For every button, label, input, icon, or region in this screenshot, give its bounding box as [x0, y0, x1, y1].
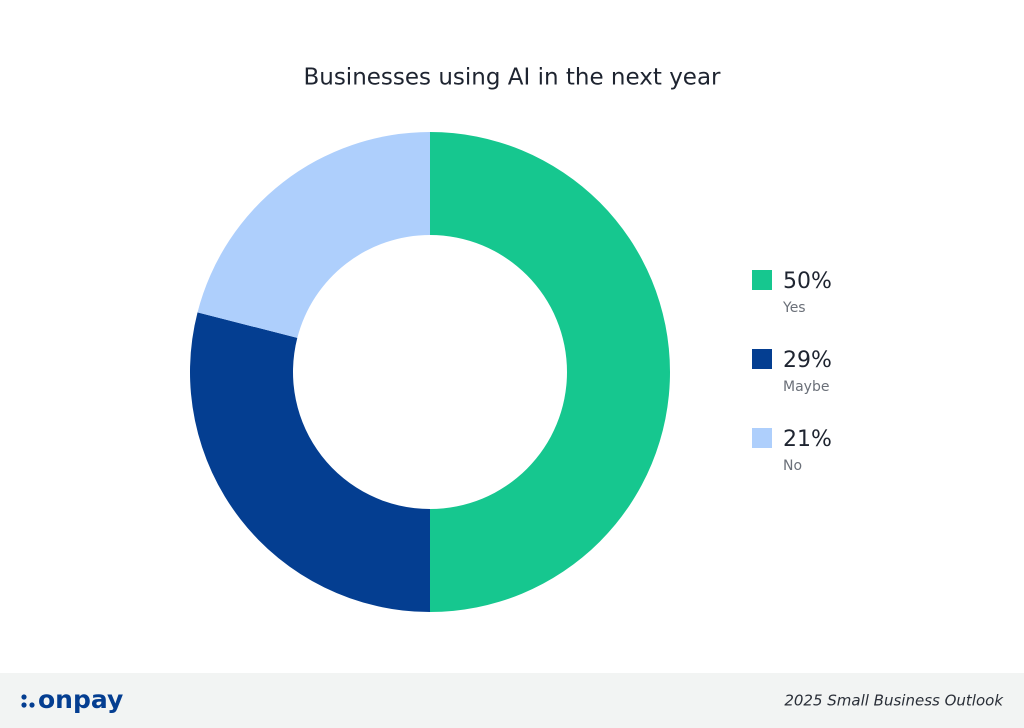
legend-label: Yes — [782, 300, 806, 316]
footer-caption: 2025 Small Business Outlook — [784, 692, 1004, 710]
slice — [189, 312, 430, 612]
slice — [430, 132, 670, 612]
slice — [197, 132, 430, 338]
legend-swatch — [752, 349, 772, 369]
legend-value: 21% — [783, 427, 832, 452]
logo-dot — [21, 702, 27, 708]
footer-band — [0, 673, 1024, 728]
logo: onpay — [21, 685, 123, 714]
legend-value: 50% — [783, 269, 832, 294]
logo-text: onpay — [38, 685, 123, 714]
logo-dot — [21, 694, 27, 700]
legend-swatch — [752, 428, 772, 448]
logo-dot — [29, 702, 35, 708]
legend-swatch — [752, 270, 772, 290]
legend-label: No — [783, 458, 802, 474]
chart-title: Businesses using AI in the next year — [303, 65, 721, 91]
legend-label: Maybe — [783, 379, 829, 395]
legend-value: 29% — [783, 348, 832, 373]
